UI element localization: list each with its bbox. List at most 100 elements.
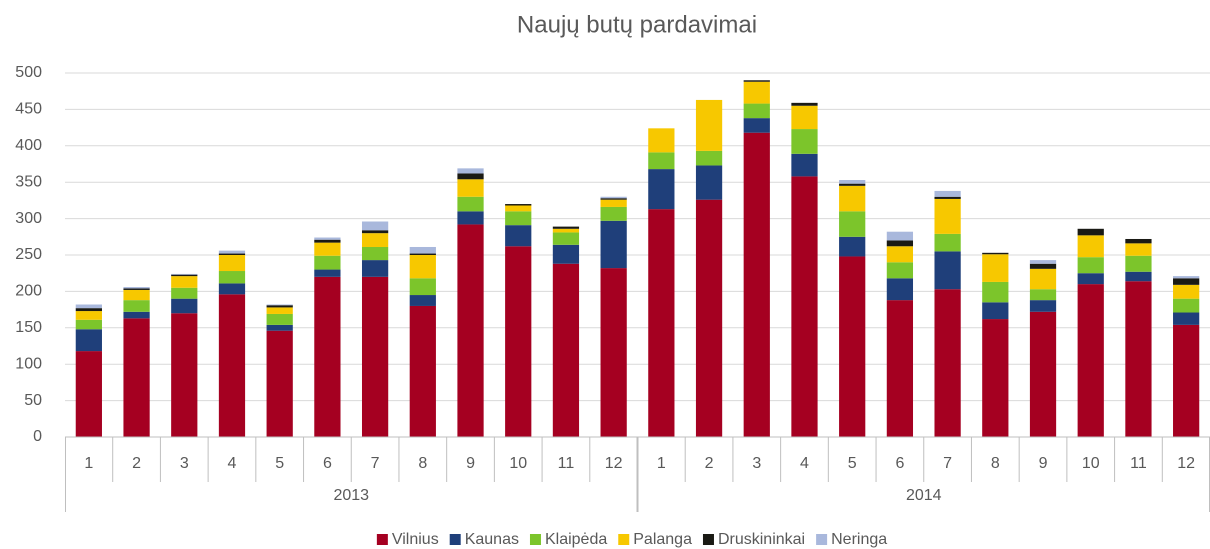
bar-segment: [314, 269, 341, 277]
bar-segment: [886, 240, 914, 247]
bar-segment: [982, 319, 1009, 437]
x-tick-label: 6: [895, 455, 904, 472]
bar-segment: [743, 103, 770, 119]
x-tick-label: 12: [605, 455, 623, 472]
bar-segment: [1029, 268, 1057, 290]
bar-segment: [266, 305, 293, 308]
bar-segment: [457, 211, 484, 225]
x-tick-label: 2: [705, 455, 714, 472]
bar-segment: [314, 242, 341, 256]
bar-segment: [314, 276, 341, 437]
bar-segment: [505, 246, 532, 437]
x-tick-label: 8: [418, 455, 427, 472]
x-tick-label: 9: [466, 455, 475, 472]
bar-segment: [75, 329, 102, 352]
legend-swatch: [376, 534, 388, 545]
bar-segment: [457, 196, 484, 212]
bar-segment: [1029, 263, 1057, 269]
y-tick-label: 500: [15, 64, 42, 81]
bar-segment: [75, 351, 102, 437]
bar-segment: [123, 288, 150, 290]
bar-segment: [505, 205, 532, 212]
bar-segment: [934, 251, 961, 290]
bar-segment: [361, 233, 389, 247]
bar-segment: [361, 230, 389, 234]
bar-segment: [600, 206, 627, 221]
bar-segment: [1173, 298, 1200, 313]
bar-segment: [171, 287, 198, 299]
bar-segment: [982, 252, 1009, 255]
bar-segment: [409, 246, 436, 254]
bar-segment: [1029, 289, 1057, 301]
y-tick-label: 250: [15, 246, 42, 263]
bar-segment: [982, 254, 1009, 282]
x-tick-label: 10: [509, 455, 527, 472]
bar-segment: [791, 153, 818, 177]
bar-segment: [409, 255, 436, 279]
x-tick-label: 3: [752, 455, 761, 472]
bar-segment: [409, 278, 436, 296]
bar-segment: [839, 183, 866, 186]
bar-segment: [934, 289, 961, 437]
legend-swatch: [816, 534, 828, 545]
bar-segment: [123, 318, 150, 437]
bar-segment: [266, 313, 293, 325]
x-tick-label: 8: [991, 455, 1000, 472]
bar-segment: [218, 255, 246, 272]
legend-swatch: [529, 534, 541, 545]
bar-segment: [1077, 257, 1104, 274]
bar-segment: [457, 224, 484, 437]
x-tick-label: 12: [1177, 455, 1195, 472]
bar-segment: [171, 313, 198, 437]
x-tick-label: 11: [1130, 455, 1147, 472]
bar-segment: [123, 300, 150, 312]
x-tick-label: 11: [558, 455, 575, 472]
bar-segment: [266, 304, 293, 306]
bar-segment: [1029, 300, 1057, 312]
legend-label: Neringa: [831, 531, 887, 548]
bar-segment: [1173, 284, 1200, 299]
bar-segment: [791, 102, 818, 106]
group-label: 2013: [333, 487, 369, 504]
legend-label: Druskininkai: [718, 531, 805, 548]
bar-segment: [600, 196, 627, 199]
x-tick-label: 10: [1082, 455, 1100, 472]
bar-segment: [695, 165, 723, 200]
bar-segment: [361, 276, 389, 437]
bar-segment: [886, 231, 914, 241]
bar-segment: [1173, 312, 1200, 325]
bar-segment: [791, 105, 818, 130]
bar-segment: [648, 169, 675, 210]
x-tick-label: 1: [657, 455, 666, 472]
legend-label: Klaipėda: [545, 531, 607, 548]
bar-segment: [552, 226, 580, 229]
bar-segment: [75, 311, 102, 320]
x-tick-label: 3: [180, 455, 189, 472]
bar-segment: [743, 80, 770, 82]
bar-segment: [982, 281, 1009, 303]
bar-segment: [1077, 273, 1104, 285]
bar-segment: [314, 255, 341, 270]
x-tick-label: 1: [84, 455, 93, 472]
bar-segment: [361, 260, 389, 277]
bar-segment: [505, 225, 532, 247]
y-tick-label: 450: [15, 101, 42, 118]
bar-segment: [1173, 324, 1200, 437]
bar-segment: [218, 283, 246, 295]
bar-segment: [1077, 284, 1104, 437]
x-tick-label: 7: [943, 455, 952, 472]
bar-segment: [1125, 255, 1152, 272]
bar-segment: [886, 300, 914, 437]
y-tick-label: 400: [15, 137, 42, 154]
bar-segment: [1125, 243, 1152, 256]
bar-segment: [886, 278, 914, 301]
bar-segment: [361, 221, 389, 231]
bar-segment: [409, 253, 436, 255]
bar-segment: [1029, 311, 1057, 437]
legend-label: Kaunas: [465, 531, 519, 548]
bar-segment: [314, 237, 341, 240]
bar-segment: [75, 304, 102, 309]
x-tick-label: 9: [1039, 455, 1048, 472]
bar-segment: [457, 179, 484, 197]
